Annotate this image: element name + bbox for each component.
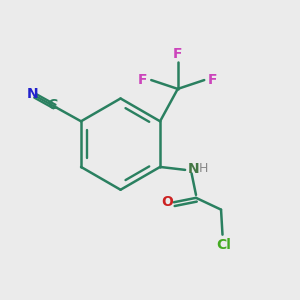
Text: O: O	[161, 195, 173, 209]
Text: N: N	[188, 162, 200, 176]
Text: F: F	[173, 47, 182, 61]
Text: F: F	[138, 73, 148, 87]
Text: N: N	[27, 87, 39, 101]
Text: C: C	[47, 98, 57, 112]
Text: F: F	[208, 73, 217, 87]
Text: Cl: Cl	[217, 238, 231, 252]
Text: H: H	[199, 162, 208, 175]
